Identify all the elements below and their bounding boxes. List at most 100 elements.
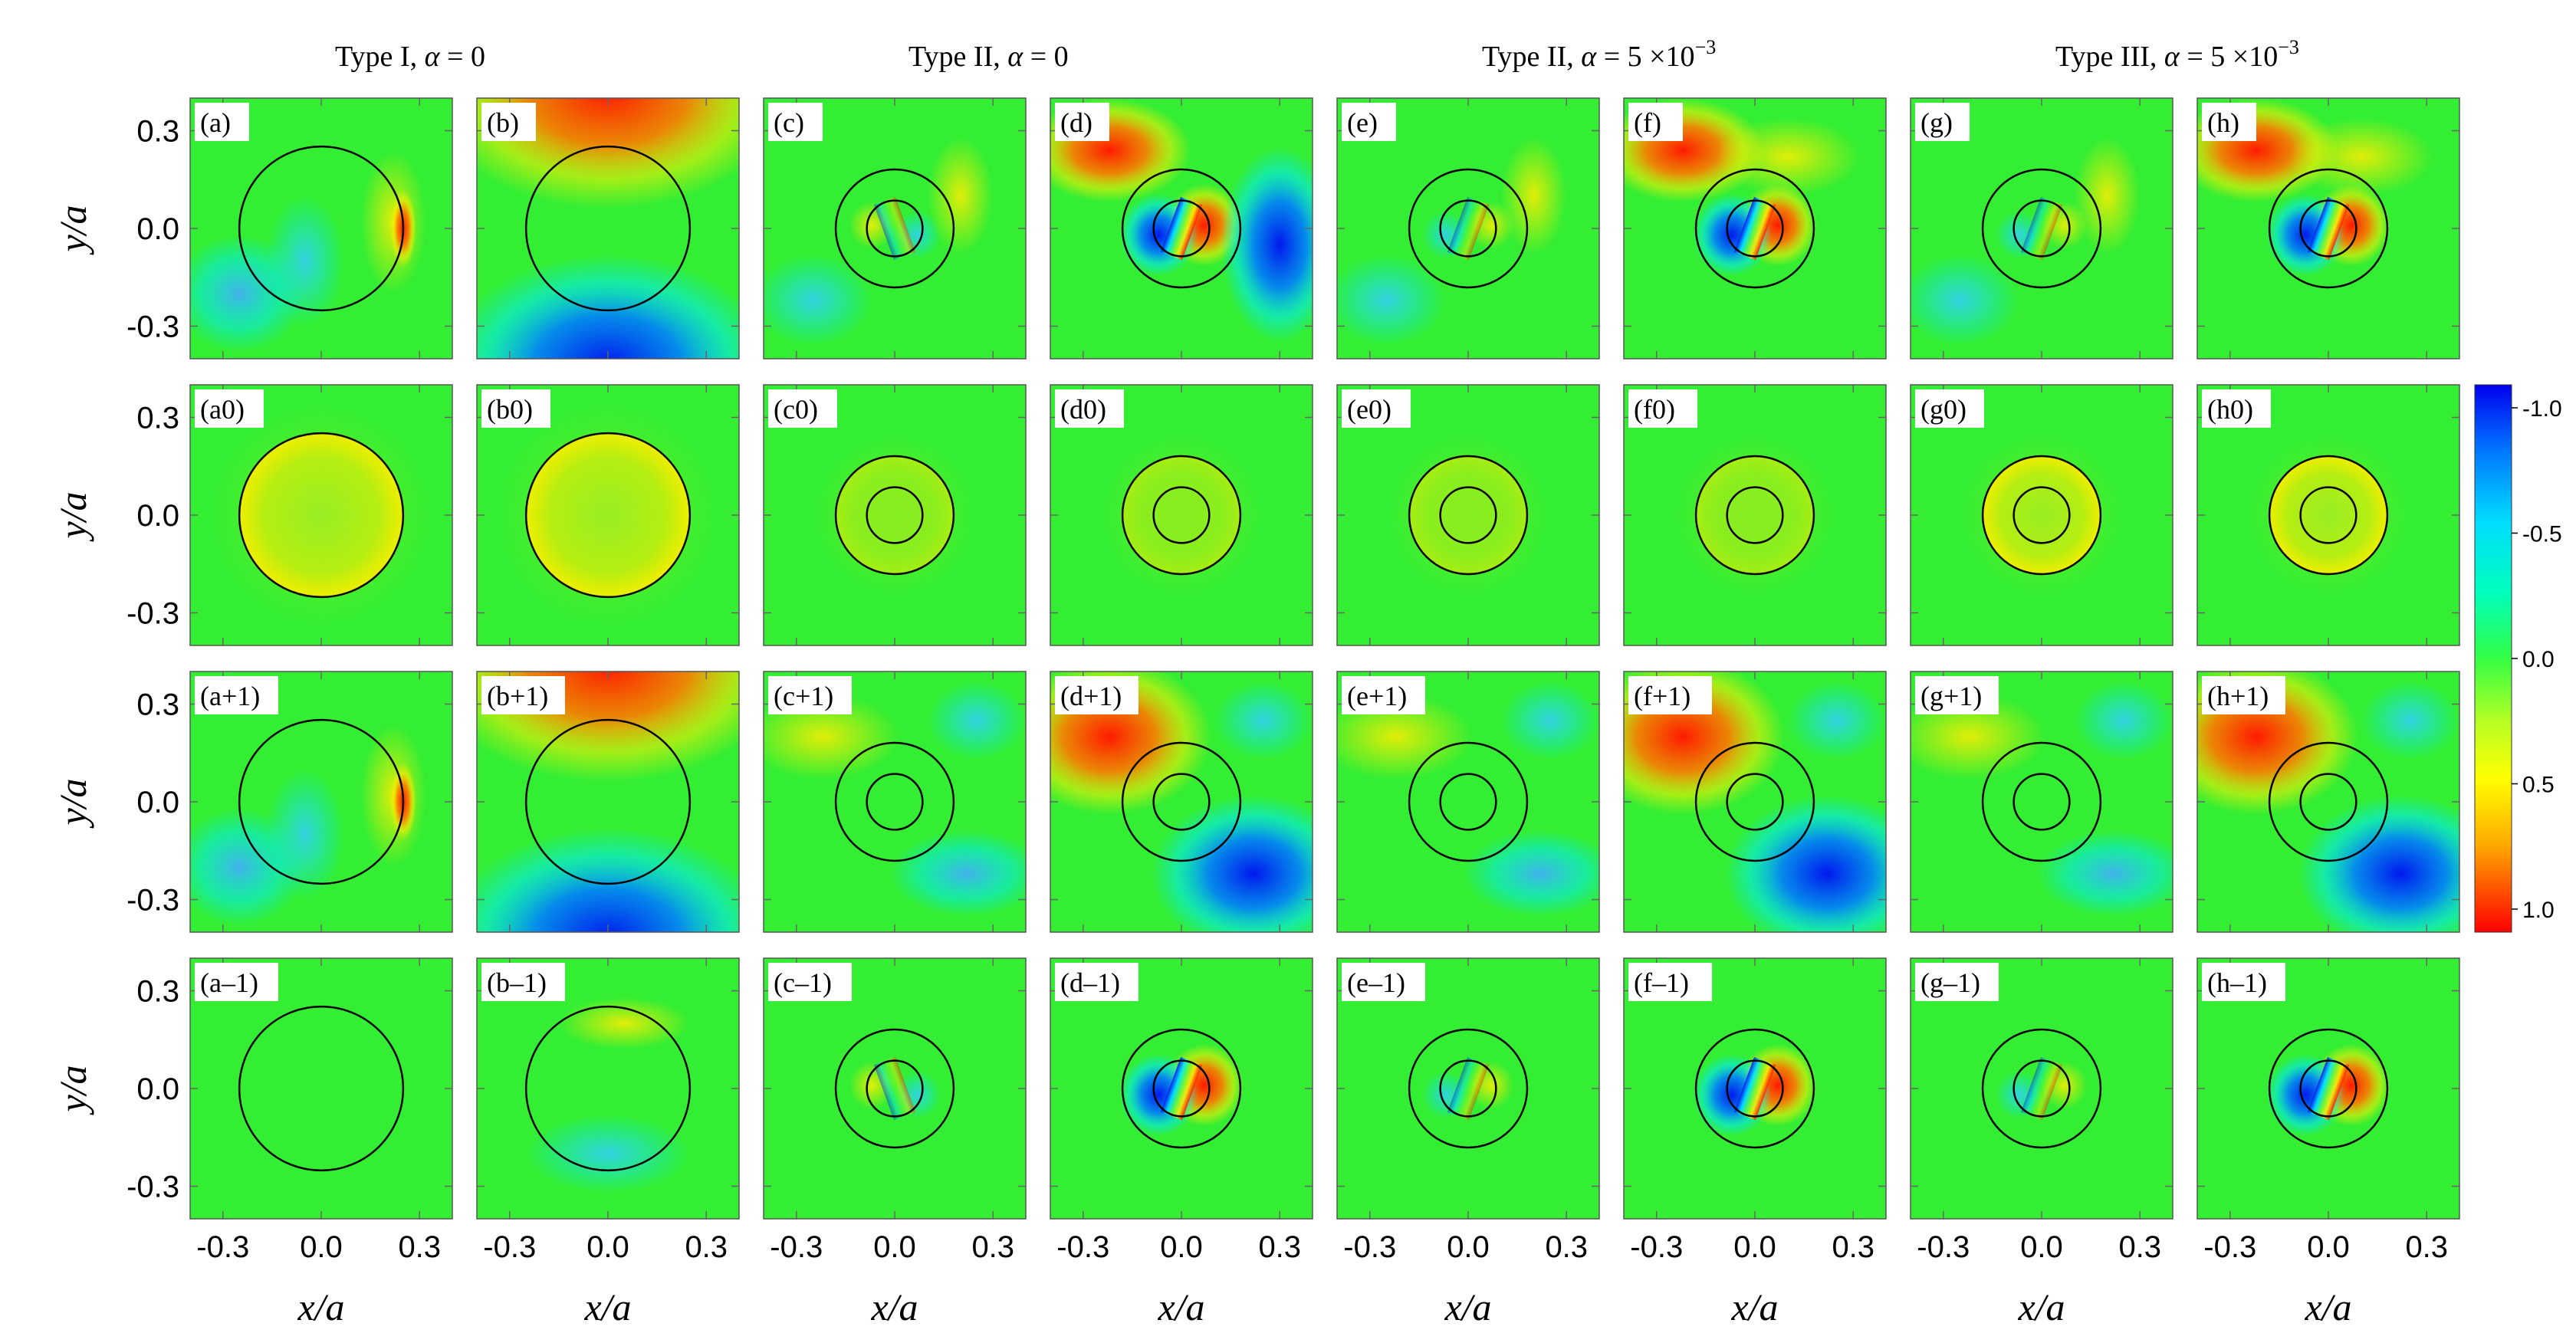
lobe-neg — [1151, 795, 1313, 932]
lobe-neg2 — [2361, 681, 2459, 760]
ring-fill — [836, 456, 954, 574]
y-axis-label: y/a — [51, 778, 94, 829]
column-title-4: Type III, α = 5 ×10−3 — [2055, 36, 2299, 73]
y-tick-label: -0.3 — [127, 1171, 179, 1204]
panel-label: (c–1) — [774, 967, 832, 998]
panel-label-box — [1055, 676, 1138, 714]
colorbar-tick-label: -0.5 — [2522, 522, 2562, 547]
panel-d-row-4: (d–1) — [1050, 957, 1313, 1220]
outer-circle — [524, 718, 692, 885]
panel-b-row-2: (b0) — [476, 384, 740, 646]
outer-circle — [524, 432, 692, 599]
panel-frame — [2196, 671, 2460, 933]
inner-circle — [1439, 773, 1497, 831]
outer-lobe-pos — [927, 137, 994, 254]
panel-label-box — [768, 963, 852, 1001]
y-tick-label: 0.3 — [136, 115, 179, 149]
x-tick-label: 0.3 — [685, 1230, 728, 1264]
panel-frame — [1336, 671, 1600, 933]
core-stripe — [1447, 196, 1490, 261]
x-axis-label: x/a — [1157, 1286, 1204, 1328]
x-tick-label: 0.0 — [1160, 1230, 1203, 1264]
panel-label: (e+1) — [1347, 681, 1407, 711]
panel-frame — [2196, 97, 2460, 360]
panel-h-row-1: (h) — [2196, 97, 2460, 360]
core-stripe — [1447, 1056, 1490, 1121]
lobe-neg2 — [2074, 681, 2173, 760]
outer-circle — [1981, 168, 2102, 289]
panel-label-box — [1342, 103, 1396, 141]
panel-b-row-4: (b–1) — [476, 957, 740, 1220]
y-tick-label: 0.0 — [136, 786, 179, 819]
outer-circle — [834, 455, 955, 576]
inner-circle — [2013, 1059, 2071, 1118]
panel-frame — [1910, 671, 2174, 933]
panel-frame — [1336, 97, 1600, 360]
inner-circle — [1726, 773, 1784, 831]
panel-label: (f–1) — [1634, 967, 1689, 998]
lobe-neg — [2037, 830, 2173, 917]
panel-label-box — [1628, 389, 1697, 428]
axis-labels: 0.3 0.0 -0.3 y/a 0.3 0.0 -0.3 y/a 0.3 0.0 -0.3 y/a 0… — [51, 115, 2448, 1329]
panel-label-box — [1342, 676, 1425, 714]
outer-circle — [1408, 455, 1529, 576]
lobe-neg — [1724, 795, 1886, 932]
panel-frame — [189, 97, 453, 360]
panel-e-row-1: (e) — [1336, 97, 1600, 360]
outer-circle — [1121, 1028, 1242, 1149]
inner-circle — [2299, 199, 2358, 258]
panel-g-row-4: (g–1) — [1910, 957, 2174, 1220]
panel-frame — [1623, 384, 1887, 646]
x-axis-label: x/a — [1444, 1286, 1491, 1328]
alpha-value: = 5 ×10 — [2180, 41, 2278, 73]
x-axis-label: x/a — [583, 1286, 631, 1328]
x-axis-label: x/a — [1730, 1286, 1778, 1328]
colorbar-tick-label: 1.0 — [2522, 898, 2555, 923]
panel-label: (a0) — [200, 394, 245, 425]
inner-circle — [2013, 199, 2071, 258]
outer-circle — [834, 168, 955, 289]
panel-frame — [1623, 671, 1887, 933]
colorbar: -1.0 -0.5 0.0 0.5 1.0 — [2474, 384, 2562, 933]
outer-circle — [238, 1005, 405, 1172]
outer-circle — [1694, 455, 1815, 576]
x-tick-label: -0.3 — [2203, 1230, 2256, 1264]
panel-e-row-2: (e0) — [1336, 384, 1600, 646]
inner-circle — [2013, 486, 2071, 544]
x-tick-label: 0.0 — [1447, 1230, 1490, 1264]
x-tick-label: -0.3 — [196, 1230, 249, 1264]
column-title-prefix: Type II, — [909, 41, 1007, 73]
outer-circle — [1981, 741, 2102, 862]
panel-label-box — [1915, 676, 1999, 714]
alpha-exponent: −3 — [1695, 36, 1717, 58]
panel-h-row-4: (h–1) — [2196, 957, 2460, 1220]
panel-label: (c0) — [774, 394, 818, 425]
panel-label: (f+1) — [1634, 681, 1691, 711]
panel-label: (g–1) — [1921, 967, 1980, 998]
panel-f-row-3: (f+1) — [1623, 671, 1887, 933]
panel-g-row-1: (g) — [1910, 97, 2174, 360]
alpha-exponent: −3 — [2278, 36, 2299, 58]
y-tick-label: 0.0 — [136, 212, 179, 246]
panel-label-box — [481, 963, 565, 1001]
panel-label-box — [1628, 103, 1683, 141]
ring-fill — [1696, 456, 1814, 574]
panel-label: (b–1) — [487, 967, 547, 998]
panel-label: (a) — [200, 107, 231, 138]
panel-label-box — [481, 103, 536, 141]
panel-c-row-4: (c–1) — [763, 957, 1027, 1220]
outer-circle — [524, 145, 692, 312]
panel-f-row-2: (f0) — [1623, 384, 1887, 646]
core-stripe — [1160, 196, 1203, 261]
panel-frame — [2196, 957, 2460, 1220]
x-tick-label: -0.3 — [483, 1230, 536, 1264]
panel-label-box — [2202, 103, 2256, 141]
panel-label-box — [1055, 963, 1138, 1001]
lobe-neg2 — [265, 769, 344, 900]
core-stripe — [2307, 1056, 2350, 1121]
panel-d-row-3: (d+1) — [1050, 671, 1313, 933]
panel-frame — [763, 97, 1027, 360]
panel-label: (b0) — [487, 394, 533, 425]
panel-label-box — [768, 103, 823, 141]
column-title-prefix: Type III, — [2055, 41, 2164, 73]
